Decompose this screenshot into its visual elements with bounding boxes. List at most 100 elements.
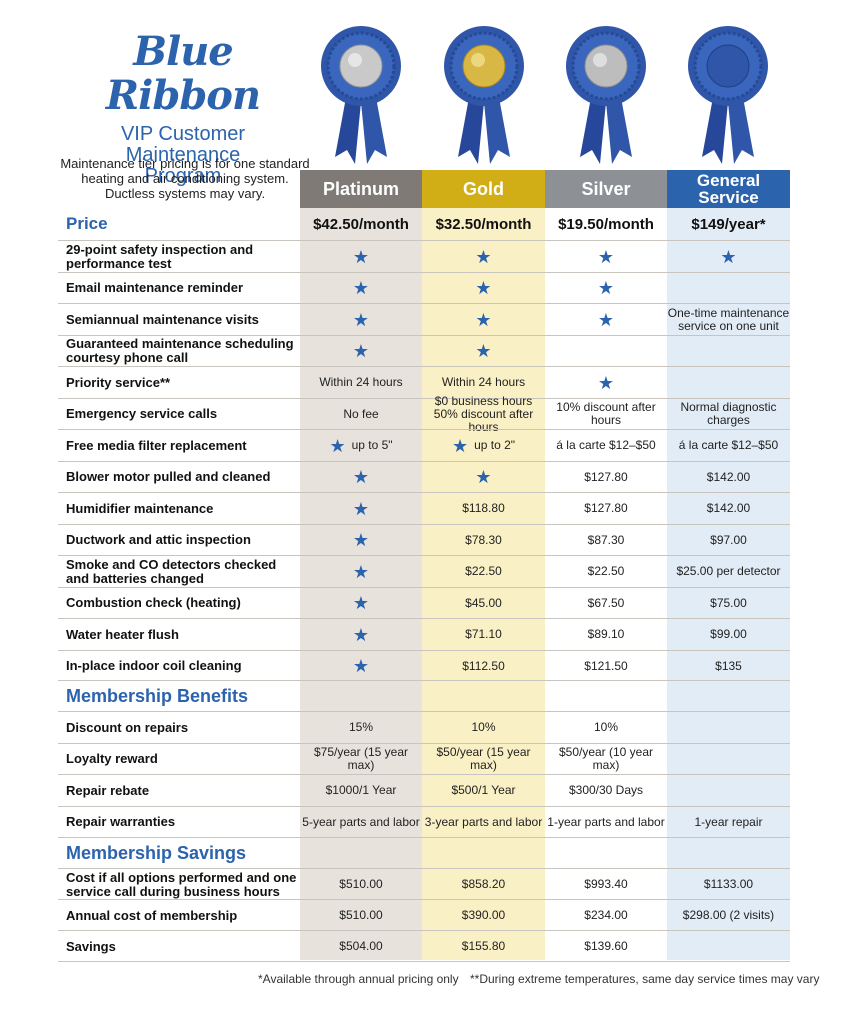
- gold-column-bg: [422, 170, 545, 960]
- table-cell: 10%: [593, 720, 619, 735]
- table-cell: One-time maintenance service on one unit: [667, 305, 790, 333]
- row-label: Loyalty reward: [66, 751, 158, 767]
- tier-header-silver: Silver: [545, 170, 667, 208]
- table-cell: ★: [422, 462, 545, 494]
- table-cell: ★: [300, 619, 422, 651]
- table-cell: $97.00: [710, 532, 747, 547]
- table-cell: ★: [667, 241, 790, 273]
- section-title-savings: Membership Savings: [66, 843, 247, 863]
- table-cell: ★: [300, 525, 422, 557]
- table-cell: $25.00 per detector: [676, 564, 781, 579]
- table-cell: [667, 273, 790, 305]
- star-with-note: ★ up to 2": [452, 437, 515, 455]
- star-with-note: ★ up to 5": [329, 437, 392, 455]
- footnote-extreme-temps: **During extreme temperatures, same day …: [470, 972, 820, 986]
- table-cell: 1-year parts and labor: [547, 814, 665, 829]
- brand-subtitle-line: Program: [144, 165, 222, 187]
- row-label: Combustion check (heating): [66, 595, 241, 611]
- star-icon: ★: [352, 278, 370, 299]
- table-cell: ★: [422, 241, 545, 273]
- table-row: Guaranteed maintenance scheduling courte…: [58, 334, 790, 368]
- ribbon-award-icon: [317, 22, 405, 172]
- star-icon: ★: [475, 341, 492, 362]
- star-icon: ★: [475, 246, 492, 267]
- table-row: Cost if all options performed and one se…: [58, 868, 790, 900]
- table-row: Repair warranties 5-year parts and labor 3…: [58, 805, 790, 839]
- table-row: Free media filter replacement ★ up to 5" ★ u…: [58, 429, 790, 462]
- table-cell: [667, 712, 790, 744]
- footnote-annual: *Available through annual pricing only: [258, 972, 459, 986]
- row-label: Discount on repairs: [66, 719, 189, 735]
- star-icon: ★: [597, 278, 615, 299]
- table-row: Repair rebate $1000/1 Year $500/1 Year $300…: [58, 774, 790, 807]
- table-cell: $50/year (10 year max): [558, 745, 654, 773]
- tier-header-platinum: Platinum: [300, 170, 422, 208]
- table-row: Blower motor pulled and cleaned ★ ★ $127.80…: [58, 460, 790, 494]
- table-cell: $510.00: [339, 877, 383, 891]
- brand-subtitle-line: VIP Customer: [120, 123, 246, 145]
- table-cell: [667, 367, 790, 399]
- table-cell: ★: [545, 273, 667, 305]
- table-cell: $127.80: [584, 469, 628, 484]
- star-icon: ★: [475, 309, 492, 330]
- table-cell: ★: [545, 241, 667, 273]
- table-cell: $71.10: [465, 627, 502, 642]
- star-icon: ★: [352, 593, 370, 614]
- table-cell: 5-year parts and labor: [302, 814, 420, 829]
- tier-header-general: General Service: [667, 170, 790, 208]
- table-row: Combustion check (heating) ★ $45.00 $67.50 $…: [58, 586, 790, 620]
- table-cell: ★: [300, 241, 422, 273]
- ribbon-award-icon: [321, 26, 401, 164]
- intro-note: Maintenance tier pricing is for one stan…: [60, 156, 310, 201]
- table-row: Water heater flush ★ $71.10 $89.10 $99.00: [58, 618, 790, 651]
- row-label: Priority service**: [66, 374, 171, 390]
- brand-subtitle-line: Maintenance: [125, 144, 241, 166]
- table-cell: $298.00 (2 visits): [682, 908, 775, 922]
- table-cell: $1000/1 Year: [325, 783, 397, 798]
- row-label: In-place indoor coil cleaning: [66, 658, 242, 674]
- star-icon: ★: [352, 498, 370, 519]
- row-label: Emergency service calls: [66, 406, 218, 422]
- section-title-price: Price: [66, 214, 108, 233]
- row-label: Humidifier maintenance: [66, 500, 214, 516]
- table-row: Smoke and CO detectors checked and batte…: [58, 555, 790, 588]
- table-cell: 3-year parts and labor: [424, 814, 543, 829]
- table-cell: ★: [300, 588, 422, 620]
- table-cell: ★: [545, 367, 667, 399]
- tier-header-gold: Gold: [422, 170, 545, 208]
- ribbon-award-icon: [440, 22, 528, 172]
- general-column-bg: [667, 170, 790, 960]
- table-cell: ★: [300, 273, 422, 305]
- table-cell: $135: [715, 658, 742, 673]
- table-cell: $118.80: [462, 501, 505, 516]
- star-icon: ★: [475, 278, 492, 299]
- row-label: Semiannual maintenance visits: [66, 311, 259, 327]
- divider: [58, 680, 790, 681]
- table-row: Priority service** Within 24 hours Within …: [58, 366, 790, 399]
- table-cell: [667, 931, 790, 962]
- star-icon: ★: [451, 435, 469, 456]
- table-cell: $50/year (15 year max): [436, 745, 531, 773]
- table-cell: Within 24 hours: [319, 375, 403, 390]
- table-cell: ★: [300, 462, 422, 494]
- price-cell: $149/year*: [691, 215, 766, 233]
- star-icon: ★: [352, 341, 370, 362]
- table-cell: $510.00: [339, 908, 383, 922]
- table-cell: 15%: [348, 720, 374, 735]
- table-cell: $45.00: [465, 595, 502, 610]
- brand-subtitle: VIP Customer Maintenance Program: [58, 124, 308, 187]
- table-row: Ductwork and attic inspection ★ $78.30 $87.…: [58, 523, 790, 557]
- table-row: Loyalty reward $75/year (15 year max) $50/…: [58, 742, 790, 776]
- table-row: Savings $504.00 $155.80 $139.60: [58, 930, 790, 962]
- table-cell: ★: [422, 336, 545, 368]
- table-cell: ★: [300, 304, 422, 336]
- star-note-text: up to 2": [474, 438, 516, 453]
- row-label: Savings: [66, 938, 116, 954]
- row-label: Repair rebate: [66, 782, 150, 798]
- table-cell: á la carte $12–$50: [678, 438, 779, 453]
- table-cell: $139.60: [584, 939, 628, 953]
- row-label: Free media filter replacement: [66, 437, 247, 453]
- star-icon: ★: [352, 530, 370, 551]
- table-row: Humidifier maintenance ★ $118.80 $127.80 $14…: [58, 492, 790, 525]
- table-cell: $504.00: [339, 939, 383, 953]
